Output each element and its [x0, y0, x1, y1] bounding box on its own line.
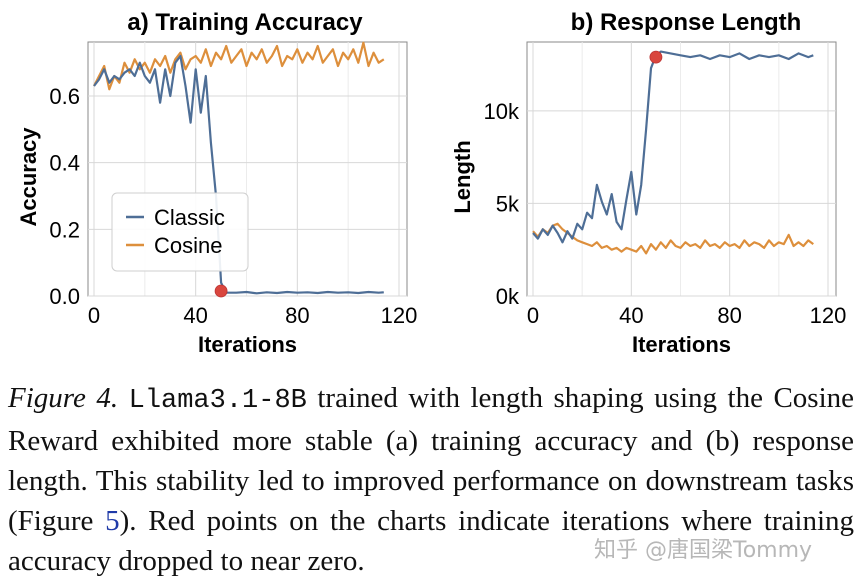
- chart-b-title: b) Response Length: [571, 9, 802, 36]
- caption-text-end: ). Red points on the charts indicate ite…: [8, 505, 854, 577]
- chart-a-series-line-cosine: [93, 41, 385, 91]
- chart-a-y-axis-label: Accuracy: [16, 127, 41, 227]
- chart-a-title: a) Training Accuracy: [127, 9, 363, 36]
- chart-b-x-tick-label: 120: [810, 303, 847, 328]
- chart-a-accuracy-drop-marker: [214, 284, 228, 298]
- chart-b-y-tick-label: 10k: [484, 99, 520, 124]
- chart-b-plot-area: [526, 41, 837, 297]
- chart-b-series-line-classic: [532, 50, 814, 244]
- chart-b-y-tick-label: 0k: [496, 284, 520, 309]
- caption-text: trained with length shaping using the Co…: [8, 382, 855, 537]
- watermark: 知乎 @唐国梁Tommy: [594, 538, 813, 563]
- caption-figure-label: Figure 4.: [8, 382, 119, 414]
- chart-a-series-line-classic: [93, 54, 384, 295]
- figure-caption: Figure 4. Llama3.1-8B trained with lengt…: [8, 378, 854, 581]
- chart-b-x-tick-label: 80: [717, 303, 741, 328]
- chart-b-accuracy-drop-marker: [649, 50, 663, 64]
- chart-a-y-tick-label: 0.2: [49, 217, 80, 242]
- chart-a-x-axis-label: Iterations: [198, 332, 297, 357]
- chart-a-x-tick-label: 80: [285, 303, 309, 328]
- caption-figure-ref-link[interactable]: 5: [105, 505, 120, 537]
- chart-b-x-tick-label: 40: [619, 303, 643, 328]
- chart-a-y-tick-label: 0.6: [49, 84, 80, 109]
- chart-a-y-tick-label: 0.4: [49, 151, 80, 176]
- chart-a-legend-label-cosine: Cosine: [154, 233, 222, 258]
- chart-b-y-axis-label: Length: [450, 140, 475, 213]
- figure-charts: 0 40 80 120 0.0 0.2 0.4 0.6 a) Training Accuracy…: [16, 9, 847, 357]
- chart-b-series-line-cosine: [532, 222, 814, 255]
- chart-a-legend-box: [111, 192, 249, 272]
- chart-a-x-tick-label: 0: [88, 303, 100, 328]
- chart-b-y-tick-label: 5k: [496, 191, 520, 216]
- chart-a-y-tick-label: 0.0: [49, 284, 80, 309]
- caption-model-name: Llama3.1-8B: [128, 386, 307, 416]
- chart-b-x-axis-label: Iterations: [632, 332, 731, 357]
- chart-a-x-tick-label: 120: [381, 303, 418, 328]
- chart-a-x-tick-label: 40: [183, 303, 207, 328]
- chart-b-x-tick-label: 0: [527, 303, 539, 328]
- chart-a-legend-label-classic: Classic: [154, 205, 225, 230]
